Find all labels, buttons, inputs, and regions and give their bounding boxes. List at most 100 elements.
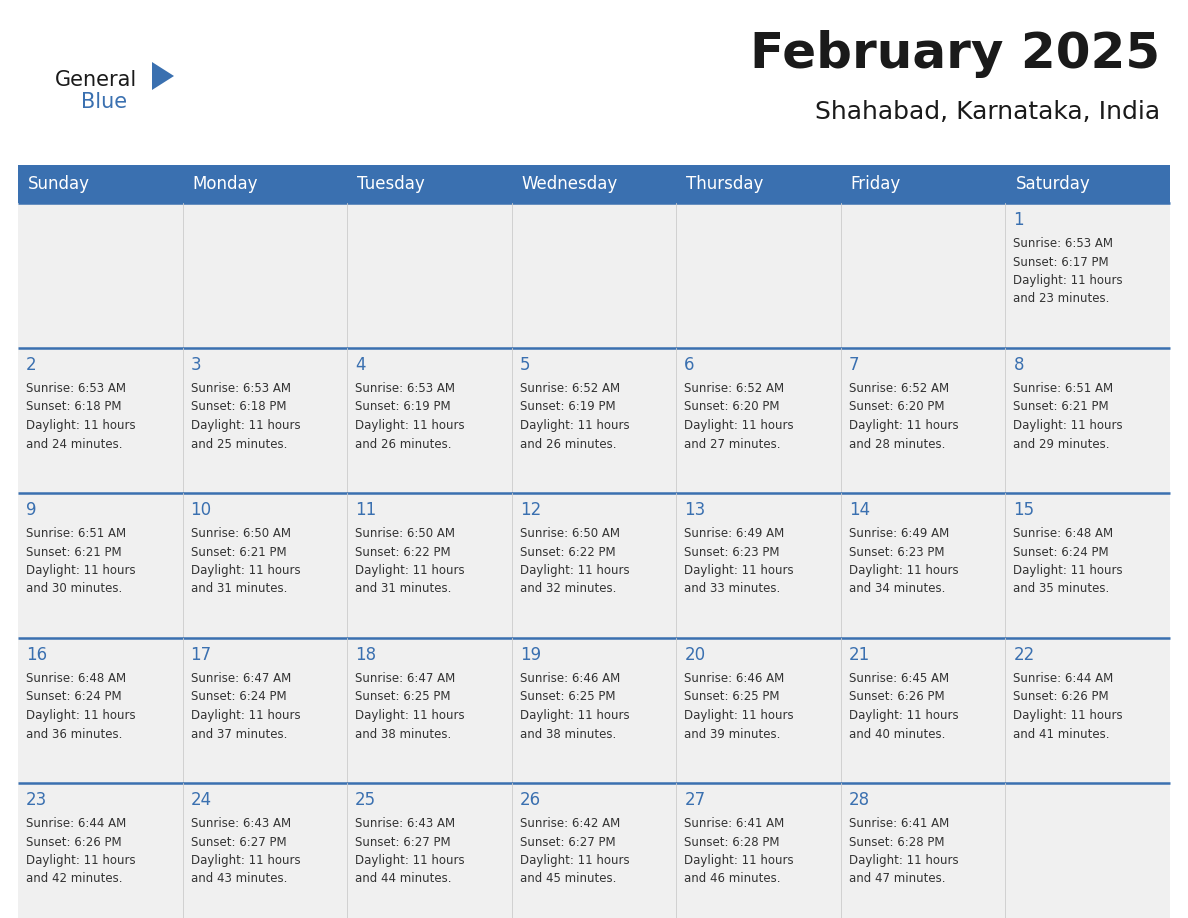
- Text: Sunset: 6:22 PM: Sunset: 6:22 PM: [519, 545, 615, 558]
- Text: 9: 9: [26, 501, 37, 519]
- Text: 7: 7: [849, 356, 859, 374]
- Text: 3: 3: [190, 356, 201, 374]
- Text: Daylight: 11 hours: Daylight: 11 hours: [26, 709, 135, 722]
- Text: Sunset: 6:17 PM: Sunset: 6:17 PM: [1013, 255, 1110, 268]
- Text: February 2025: February 2025: [750, 30, 1159, 78]
- Polygon shape: [152, 62, 173, 90]
- Text: Sunrise: 6:52 AM: Sunrise: 6:52 AM: [519, 382, 620, 395]
- Text: and 38 minutes.: and 38 minutes.: [355, 727, 451, 741]
- Text: Sunrise: 6:41 AM: Sunrise: 6:41 AM: [684, 817, 784, 830]
- Text: Sunrise: 6:51 AM: Sunrise: 6:51 AM: [1013, 382, 1113, 395]
- Text: Sunset: 6:21 PM: Sunset: 6:21 PM: [1013, 400, 1110, 413]
- Text: Sunrise: 6:48 AM: Sunrise: 6:48 AM: [26, 672, 126, 685]
- Text: and 42 minutes.: and 42 minutes.: [26, 872, 122, 886]
- Text: and 41 minutes.: and 41 minutes.: [1013, 727, 1110, 741]
- Text: and 43 minutes.: and 43 minutes.: [190, 872, 287, 886]
- Text: Monday: Monday: [192, 175, 258, 193]
- Text: and 39 minutes.: and 39 minutes.: [684, 727, 781, 741]
- Text: 26: 26: [519, 791, 541, 809]
- Text: Sunset: 6:22 PM: Sunset: 6:22 PM: [355, 545, 450, 558]
- Text: 1: 1: [1013, 211, 1024, 229]
- Text: Sunset: 6:27 PM: Sunset: 6:27 PM: [519, 835, 615, 848]
- Text: Sunrise: 6:47 AM: Sunrise: 6:47 AM: [190, 672, 291, 685]
- Text: and 31 minutes.: and 31 minutes.: [355, 583, 451, 596]
- Text: 14: 14: [849, 501, 870, 519]
- Text: Sunrise: 6:52 AM: Sunrise: 6:52 AM: [684, 382, 784, 395]
- Text: Daylight: 11 hours: Daylight: 11 hours: [1013, 274, 1123, 287]
- Text: Sunrise: 6:53 AM: Sunrise: 6:53 AM: [26, 382, 126, 395]
- Text: 19: 19: [519, 646, 541, 664]
- Text: Sunrise: 6:44 AM: Sunrise: 6:44 AM: [1013, 672, 1113, 685]
- Text: 24: 24: [190, 791, 211, 809]
- Text: Daylight: 11 hours: Daylight: 11 hours: [1013, 564, 1123, 577]
- Text: 25: 25: [355, 791, 377, 809]
- Text: and 46 minutes.: and 46 minutes.: [684, 872, 781, 886]
- Text: Daylight: 11 hours: Daylight: 11 hours: [26, 564, 135, 577]
- Text: Daylight: 11 hours: Daylight: 11 hours: [1013, 709, 1123, 722]
- Text: Sunrise: 6:46 AM: Sunrise: 6:46 AM: [684, 672, 784, 685]
- Text: 28: 28: [849, 791, 870, 809]
- Text: and 35 minutes.: and 35 minutes.: [1013, 583, 1110, 596]
- Text: Sunrise: 6:43 AM: Sunrise: 6:43 AM: [190, 817, 291, 830]
- Text: Daylight: 11 hours: Daylight: 11 hours: [26, 419, 135, 432]
- Text: Sunset: 6:21 PM: Sunset: 6:21 PM: [190, 545, 286, 558]
- Text: Sunset: 6:23 PM: Sunset: 6:23 PM: [684, 545, 779, 558]
- Text: Sunrise: 6:48 AM: Sunrise: 6:48 AM: [1013, 527, 1113, 540]
- Text: Sunset: 6:28 PM: Sunset: 6:28 PM: [849, 835, 944, 848]
- Text: Daylight: 11 hours: Daylight: 11 hours: [355, 709, 465, 722]
- Text: Sunrise: 6:50 AM: Sunrise: 6:50 AM: [190, 527, 291, 540]
- Text: Daylight: 11 hours: Daylight: 11 hours: [190, 419, 301, 432]
- Text: and 28 minutes.: and 28 minutes.: [849, 438, 946, 451]
- Text: Sunset: 6:18 PM: Sunset: 6:18 PM: [190, 400, 286, 413]
- Text: Daylight: 11 hours: Daylight: 11 hours: [849, 419, 959, 432]
- Text: 2: 2: [26, 356, 37, 374]
- Text: Sunrise: 6:50 AM: Sunrise: 6:50 AM: [355, 527, 455, 540]
- Text: Sunset: 6:27 PM: Sunset: 6:27 PM: [190, 835, 286, 848]
- Text: Daylight: 11 hours: Daylight: 11 hours: [26, 854, 135, 867]
- Bar: [18, 783, 1170, 918]
- Text: Daylight: 11 hours: Daylight: 11 hours: [684, 854, 794, 867]
- Text: 4: 4: [355, 356, 366, 374]
- Text: 6: 6: [684, 356, 695, 374]
- Text: and 37 minutes.: and 37 minutes.: [190, 727, 287, 741]
- Text: and 25 minutes.: and 25 minutes.: [190, 438, 287, 451]
- Text: Sunrise: 6:42 AM: Sunrise: 6:42 AM: [519, 817, 620, 830]
- Text: Sunrise: 6:43 AM: Sunrise: 6:43 AM: [355, 817, 455, 830]
- Text: Sunrise: 6:50 AM: Sunrise: 6:50 AM: [519, 527, 620, 540]
- Text: Daylight: 11 hours: Daylight: 11 hours: [684, 564, 794, 577]
- Text: Daylight: 11 hours: Daylight: 11 hours: [190, 564, 301, 577]
- Text: and 23 minutes.: and 23 minutes.: [1013, 293, 1110, 306]
- Text: and 26 minutes.: and 26 minutes.: [355, 438, 451, 451]
- Bar: [18, 203, 1170, 348]
- Text: Sunset: 6:23 PM: Sunset: 6:23 PM: [849, 545, 944, 558]
- Text: Blue: Blue: [81, 92, 127, 112]
- Text: Sunset: 6:24 PM: Sunset: 6:24 PM: [190, 690, 286, 703]
- Text: 20: 20: [684, 646, 706, 664]
- Text: Sunrise: 6:49 AM: Sunrise: 6:49 AM: [849, 527, 949, 540]
- Text: Sunrise: 6:53 AM: Sunrise: 6:53 AM: [190, 382, 291, 395]
- Text: and 34 minutes.: and 34 minutes.: [849, 583, 946, 596]
- Text: Daylight: 11 hours: Daylight: 11 hours: [355, 419, 465, 432]
- Text: Sunday: Sunday: [29, 175, 90, 193]
- Text: Daylight: 11 hours: Daylight: 11 hours: [684, 709, 794, 722]
- Text: 17: 17: [190, 646, 211, 664]
- Text: 23: 23: [26, 791, 48, 809]
- Text: Sunrise: 6:46 AM: Sunrise: 6:46 AM: [519, 672, 620, 685]
- Bar: [18, 638, 1170, 783]
- Text: Shahabad, Karnataka, India: Shahabad, Karnataka, India: [815, 100, 1159, 124]
- Text: Daylight: 11 hours: Daylight: 11 hours: [355, 854, 465, 867]
- Text: and 33 minutes.: and 33 minutes.: [684, 583, 781, 596]
- Text: Daylight: 11 hours: Daylight: 11 hours: [849, 854, 959, 867]
- Text: Sunset: 6:28 PM: Sunset: 6:28 PM: [684, 835, 779, 848]
- Text: Sunset: 6:19 PM: Sunset: 6:19 PM: [355, 400, 450, 413]
- Text: Daylight: 11 hours: Daylight: 11 hours: [190, 709, 301, 722]
- Text: Sunrise: 6:47 AM: Sunrise: 6:47 AM: [355, 672, 455, 685]
- Text: Sunrise: 6:53 AM: Sunrise: 6:53 AM: [1013, 237, 1113, 250]
- Text: Sunset: 6:24 PM: Sunset: 6:24 PM: [26, 690, 121, 703]
- Text: Daylight: 11 hours: Daylight: 11 hours: [1013, 419, 1123, 432]
- Text: Sunrise: 6:51 AM: Sunrise: 6:51 AM: [26, 527, 126, 540]
- Text: Saturday: Saturday: [1016, 175, 1091, 193]
- Text: and 47 minutes.: and 47 minutes.: [849, 872, 946, 886]
- Text: Sunrise: 6:53 AM: Sunrise: 6:53 AM: [355, 382, 455, 395]
- Text: General: General: [55, 70, 138, 90]
